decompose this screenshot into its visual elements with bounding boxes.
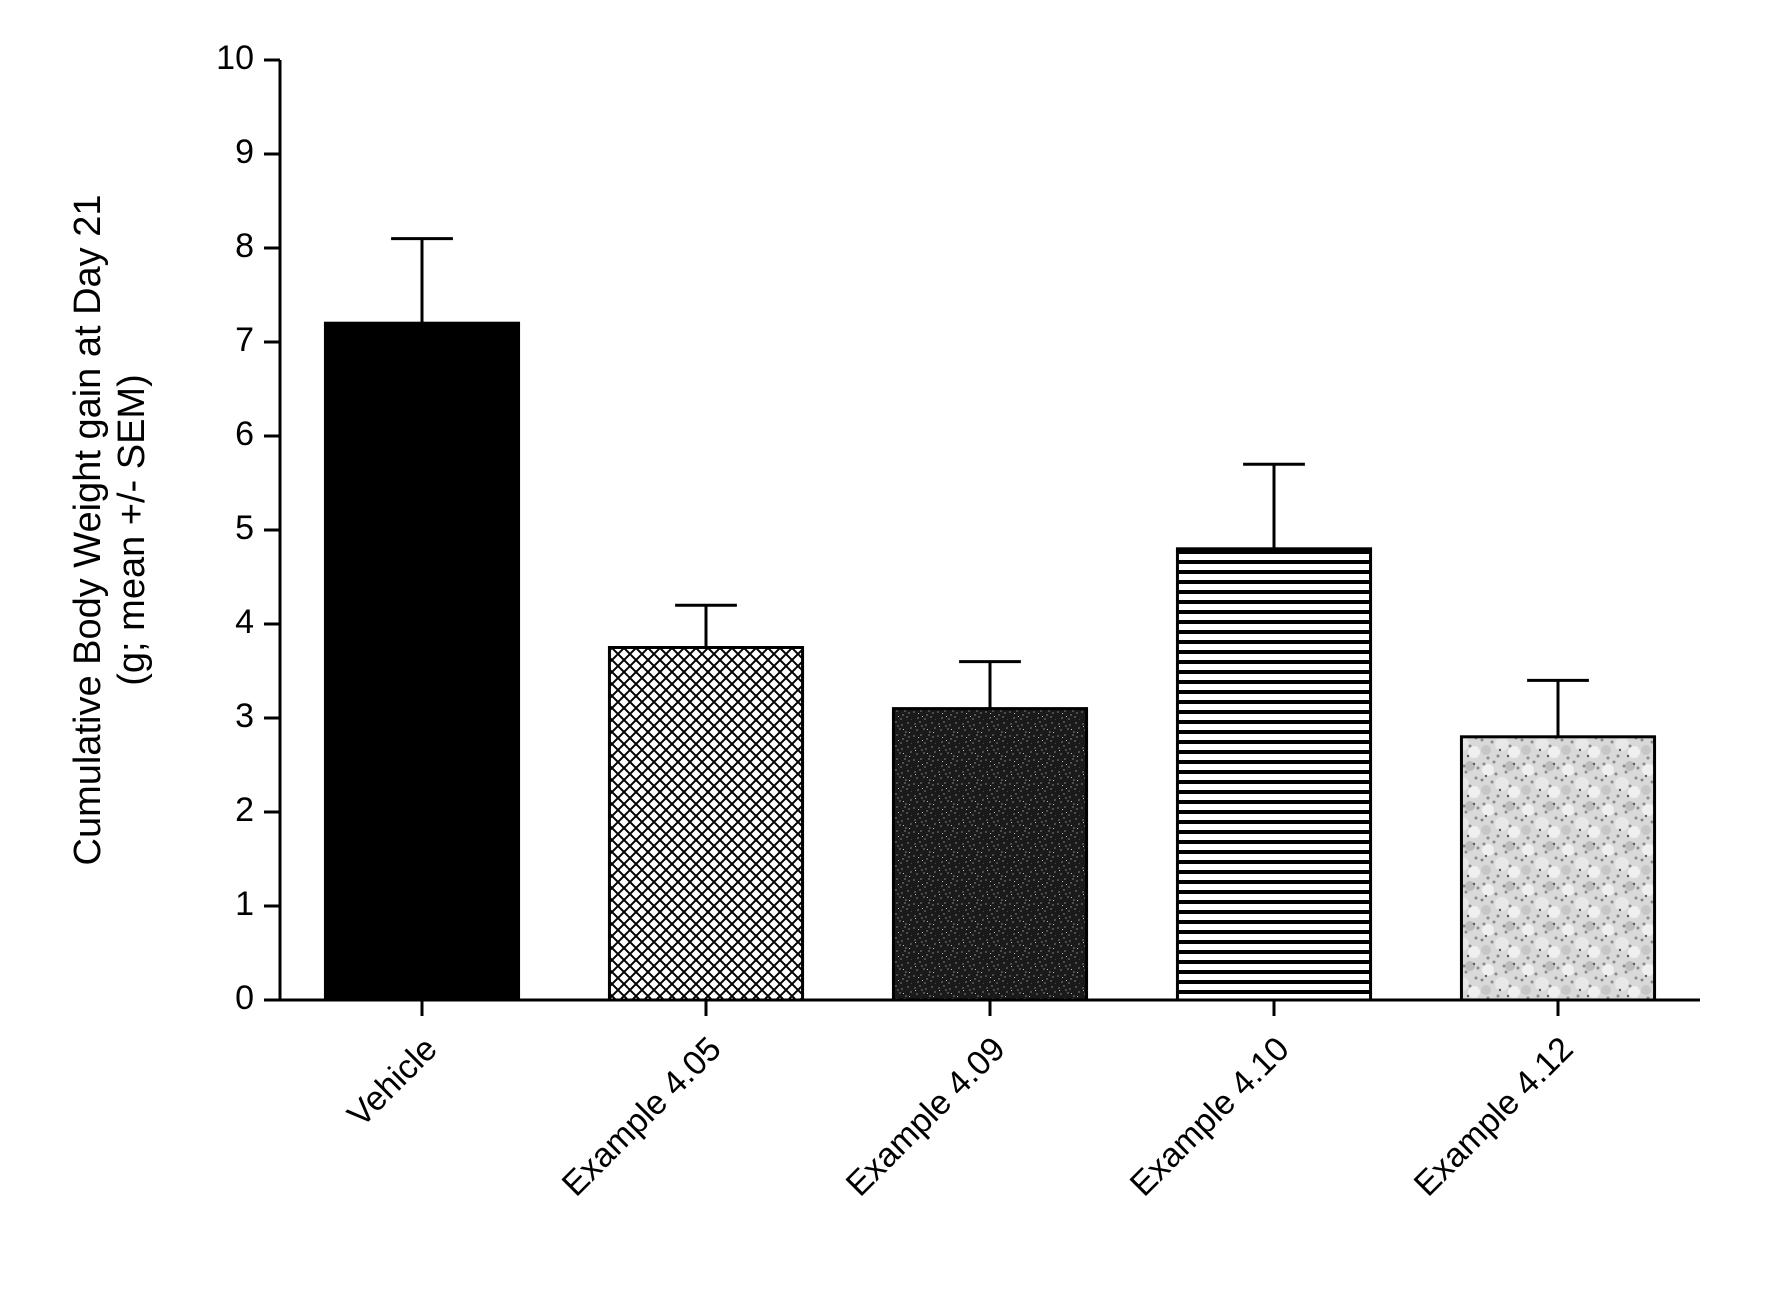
bar xyxy=(325,323,518,1000)
y-tick-label: 2 xyxy=(235,791,254,829)
svg-text:Cumulative Body Weight gain at: Cumulative Body Weight gain at Day 21 xyxy=(67,195,109,866)
y-tick-label: 7 xyxy=(235,321,254,359)
y-tick-label: 9 xyxy=(235,133,254,171)
y-tick-label: 1 xyxy=(235,885,254,923)
svg-text:(g; mean +/- SEM): (g; mean +/- SEM) xyxy=(111,374,153,685)
y-tick-label: 4 xyxy=(235,603,254,641)
bar xyxy=(1177,549,1370,1000)
y-tick-label: 8 xyxy=(235,227,254,265)
y-tick-label: 5 xyxy=(235,509,254,547)
bar xyxy=(1461,737,1654,1000)
chart-container: 0 1 2 3 4 5 6 7 8 9 10 Cumulative Body Weight gain … xyxy=(0,0,1790,1316)
bar-chart: 0 1 2 3 4 5 6 7 8 9 10 Cumulative Body Weight gain … xyxy=(0,0,1790,1316)
bar xyxy=(609,648,802,1001)
bar xyxy=(893,709,1086,1000)
y-tick-label: 10 xyxy=(216,39,254,77)
y-tick-label: 6 xyxy=(235,415,254,453)
y-tick-label: 0 xyxy=(235,979,254,1017)
y-tick-label: 3 xyxy=(235,697,254,735)
